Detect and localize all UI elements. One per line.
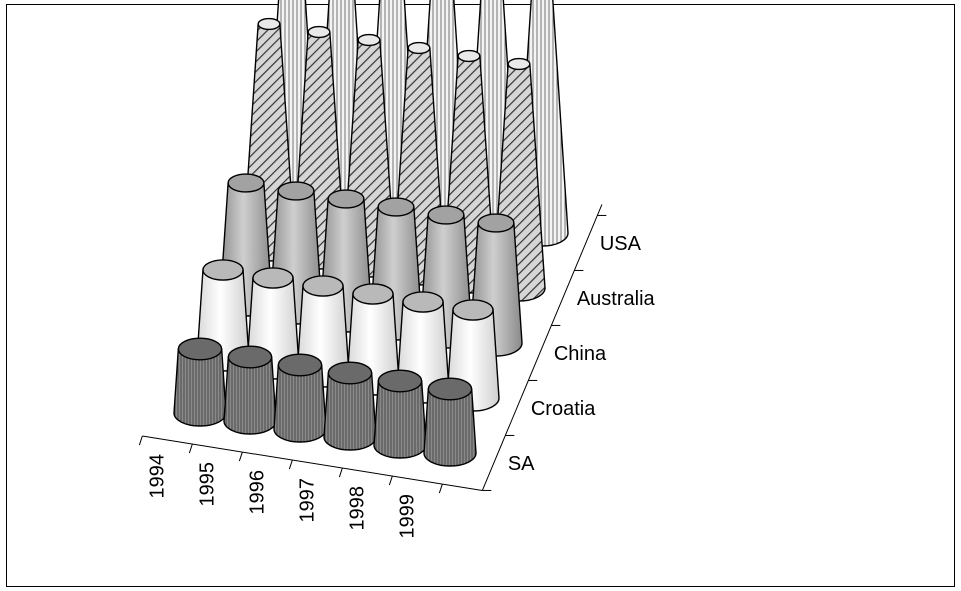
cone-sa-1997 xyxy=(323,361,377,451)
series-axis-line xyxy=(481,204,603,491)
cone-sa-1995 xyxy=(223,345,277,435)
cones xyxy=(173,0,569,467)
category-label-1994: 1994 xyxy=(146,454,168,499)
category-tick xyxy=(138,435,143,446)
category-label-1998: 1998 xyxy=(346,486,368,531)
category-label-1996: 1996 xyxy=(246,470,268,515)
category-tick xyxy=(188,443,193,454)
axes xyxy=(138,204,607,494)
cone-sa-1994 xyxy=(173,337,227,427)
category-tick xyxy=(288,459,293,470)
category-tick xyxy=(438,483,443,494)
category-label-1997: 1997 xyxy=(296,478,318,523)
series-label-china: China xyxy=(554,343,607,365)
series-label-usa: USA xyxy=(600,233,642,255)
axis-labels: 1994 1995 1996 1997 1998 1999 SA Croatia China Au… xyxy=(146,233,655,539)
cone-sa-1999 xyxy=(423,377,477,467)
series-label-croatia: Croatia xyxy=(531,398,596,420)
series-label-australia: Australia xyxy=(577,288,656,310)
cone-sa-1996 xyxy=(273,353,327,443)
category-tick xyxy=(338,467,343,478)
category-label-1999: 1999 xyxy=(396,494,418,539)
category-tick xyxy=(388,475,393,486)
category-label-1995: 1995 xyxy=(196,462,218,507)
cone-sa-1998 xyxy=(373,369,427,459)
category-tick xyxy=(238,451,243,462)
series-label-sa: SA xyxy=(508,453,535,475)
category-axis-line xyxy=(142,435,483,491)
